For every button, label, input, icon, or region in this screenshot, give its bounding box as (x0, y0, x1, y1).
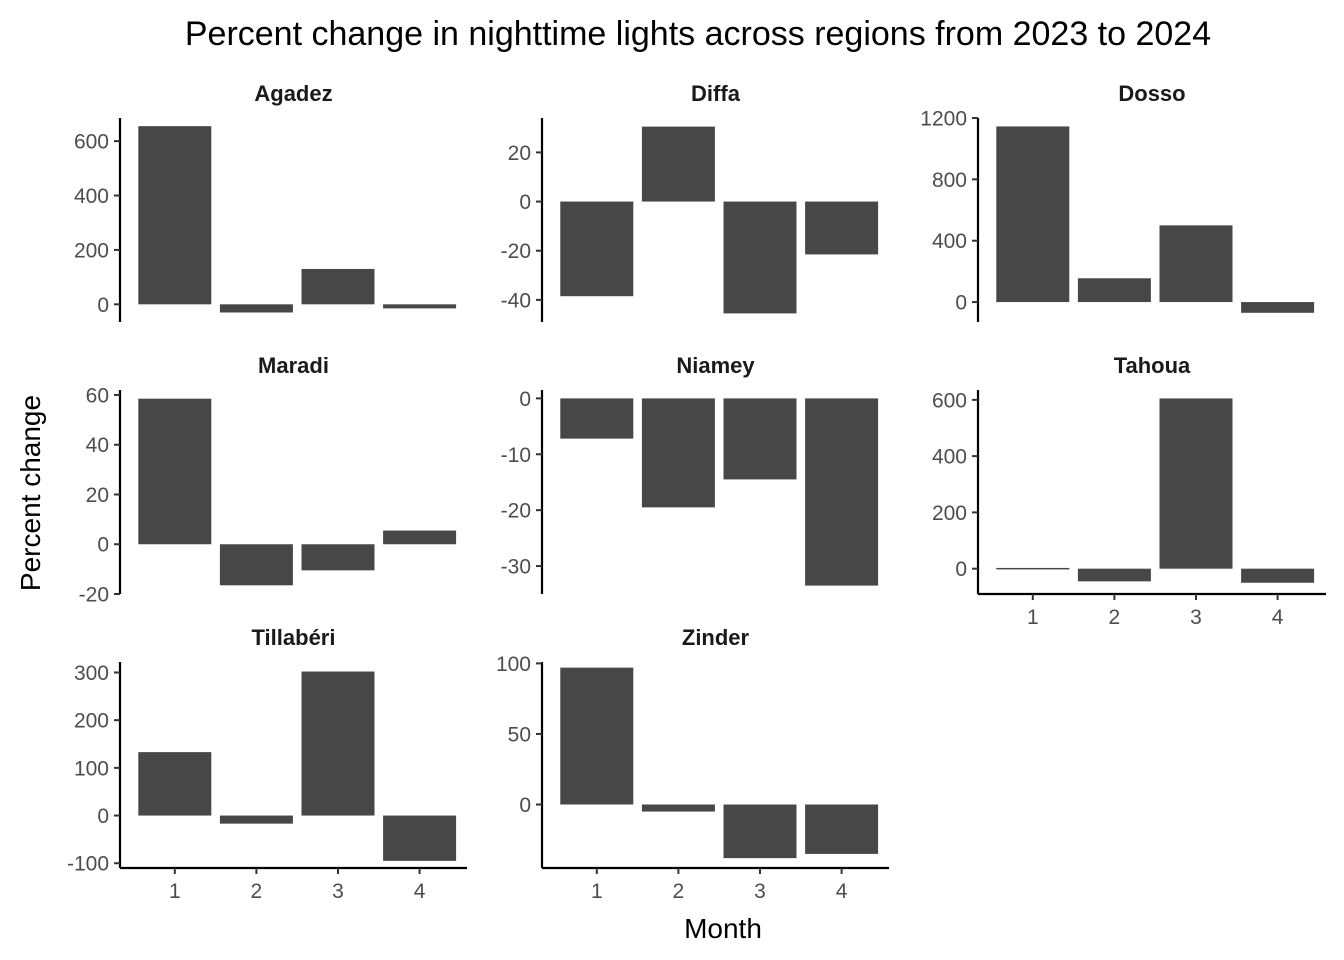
bar-zinder-month-4 (805, 804, 879, 854)
facet-title-diffa: Diffa (691, 81, 741, 106)
bar-niamey-month-2 (641, 398, 715, 508)
y-tick-label-dosso-1200: 1200 (920, 108, 967, 131)
facet-maradi: Maradi -20 0 20 40 60 (79, 353, 457, 607)
facet-niamey: Niamey -30 -20 -10 0 (501, 353, 879, 594)
y-tick-label-maradi--20: -20 (79, 584, 109, 607)
y-tick-label-zinder-0: 0 (519, 794, 531, 817)
y-tick-label-tahoua-200: 200 (932, 502, 967, 525)
y-tick-label-tillaberi--100: -100 (67, 853, 109, 876)
y-tick-label-dosso-400: 400 (932, 230, 967, 253)
y-tick-label-tillaberi-200: 200 (74, 710, 109, 733)
facet-zinder: Zinder 0 50 100 1 2 3 4 (496, 625, 889, 903)
bar-agadez-month-4 (383, 304, 457, 309)
x-tick-label-tahoua-4: 4 (1272, 606, 1284, 629)
x-tick-label-zinder-1: 1 (591, 880, 603, 903)
y-tick-label-zinder-100: 100 (496, 653, 531, 676)
x-tick-label-tillaberi-2: 2 (251, 880, 263, 903)
bar-dosso-month-4 (1241, 302, 1315, 313)
y-tick-label-zinder-50: 50 (508, 723, 531, 746)
y-tick-label-agadez-0: 0 (97, 294, 109, 317)
facet-diffa: Diffa -40 -20 0 20 (501, 81, 879, 322)
y-tick-label-niamey--10: -10 (501, 444, 531, 467)
y-tick-label-dosso-0: 0 (955, 292, 967, 315)
bar-agadez-month-3 (301, 268, 375, 305)
bar-tillaberi-month-2 (219, 815, 293, 824)
x-tick-label-tahoua-3: 3 (1190, 606, 1202, 629)
facet-title-zinder: Zinder (682, 625, 750, 650)
bar-dosso-month-1 (996, 126, 1070, 303)
y-tick-label-diffa-20: 20 (508, 142, 531, 165)
y-tick-label-tillaberi-300: 300 (74, 662, 109, 685)
facet-agadez: Agadez 0 200 400 600 (74, 81, 457, 322)
x-tick-label-tillaberi-3: 3 (332, 880, 344, 903)
bar-tillaberi-month-1 (138, 752, 212, 816)
bar-maradi-month-4 (383, 530, 457, 545)
facet-panels: Agadez0200400600Diffa-40-20020Dosso04008… (67, 81, 1326, 903)
bar-tillaberi-month-4 (383, 815, 457, 861)
y-tick-label-tillaberi-100: 100 (74, 757, 109, 780)
bar-dosso-month-2 (1077, 278, 1151, 303)
facet-title-niamey: Niamey (676, 353, 755, 378)
y-tick-label-diffa--20: -20 (501, 240, 531, 263)
facet-tahoua: Tahoua 0 200 400 600 1 2 3 4 (932, 353, 1326, 629)
y-tick-label-niamey-0: 0 (519, 388, 531, 411)
y-tick-label-tahoua-600: 600 (932, 389, 967, 412)
x-tick-label-tillaberi-4: 4 (414, 880, 426, 903)
x-tick-label-zinder-4: 4 (836, 880, 848, 903)
bar-tahoua-month-3 (1159, 398, 1233, 569)
y-tick-label-maradi-40: 40 (86, 434, 109, 457)
y-tick-label-diffa-0: 0 (519, 191, 531, 214)
y-tick-label-dosso-800: 800 (932, 169, 967, 192)
chart-title: Percent change in nighttime lights acros… (185, 15, 1211, 53)
x-tick-label-tahoua-2: 2 (1109, 606, 1121, 629)
x-tick-label-zinder-3: 3 (754, 880, 766, 903)
bar-agadez-month-2 (219, 304, 293, 313)
y-tick-label-tahoua-0: 0 (955, 558, 967, 581)
y-tick-label-niamey--30: -30 (501, 556, 531, 579)
bar-niamey-month-1 (560, 398, 634, 439)
facet-title-dosso: Dosso (1118, 81, 1185, 106)
x-tick-label-zinder-2: 2 (673, 880, 685, 903)
y-tick-label-maradi-0: 0 (97, 534, 109, 557)
bar-diffa-month-3 (723, 201, 797, 314)
y-tick-label-agadez-400: 400 (74, 185, 109, 208)
y-tick-label-tahoua-400: 400 (932, 446, 967, 469)
x-tick-label-tillaberi-1: 1 (169, 880, 181, 903)
y-axis-title: Percent change (15, 395, 46, 591)
facet-title-maradi: Maradi (258, 353, 329, 378)
bar-tillaberi-month-3 (301, 671, 375, 816)
bar-tahoua-month-1 (996, 567, 1070, 570)
x-axis-title: Month (684, 913, 762, 944)
y-tick-label-diffa--40: -40 (501, 289, 531, 312)
facet-title-agadez: Agadez (254, 81, 332, 106)
facet-title-tillaberi: Tillabéri (252, 625, 336, 650)
y-tick-label-maradi-60: 60 (86, 384, 109, 407)
facet-dosso: Dosso 0 400 800 1200 (920, 81, 1315, 322)
facet-title-tahoua: Tahoua (1114, 353, 1191, 378)
facet-tillaberi: Tillabéri -100 0 100 200 300 1 2 3 4 (67, 625, 467, 903)
bar-diffa-month-1 (560, 201, 634, 297)
bar-maradi-month-1 (138, 398, 212, 545)
x-tick-label-tahoua-1: 1 (1027, 606, 1039, 629)
y-tick-label-agadez-600: 600 (74, 131, 109, 154)
bar-agadez-month-1 (138, 126, 212, 305)
bar-maradi-month-3 (301, 544, 375, 571)
bar-niamey-month-4 (805, 398, 879, 586)
bar-tahoua-month-4 (1241, 568, 1315, 583)
y-tick-label-niamey--20: -20 (501, 500, 531, 523)
bar-niamey-month-3 (723, 398, 797, 480)
bar-zinder-month-2 (641, 804, 715, 812)
y-tick-label-tillaberi-0: 0 (97, 805, 109, 828)
bar-dosso-month-3 (1159, 225, 1233, 303)
bar-diffa-month-4 (805, 201, 879, 255)
bar-diffa-month-2 (641, 126, 715, 202)
y-tick-label-agadez-200: 200 (74, 239, 109, 262)
bar-zinder-month-1 (560, 667, 634, 805)
bar-tahoua-month-2 (1077, 568, 1151, 582)
bar-zinder-month-3 (723, 804, 797, 859)
bar-maradi-month-2 (219, 544, 293, 586)
y-tick-label-maradi-20: 20 (86, 484, 109, 507)
